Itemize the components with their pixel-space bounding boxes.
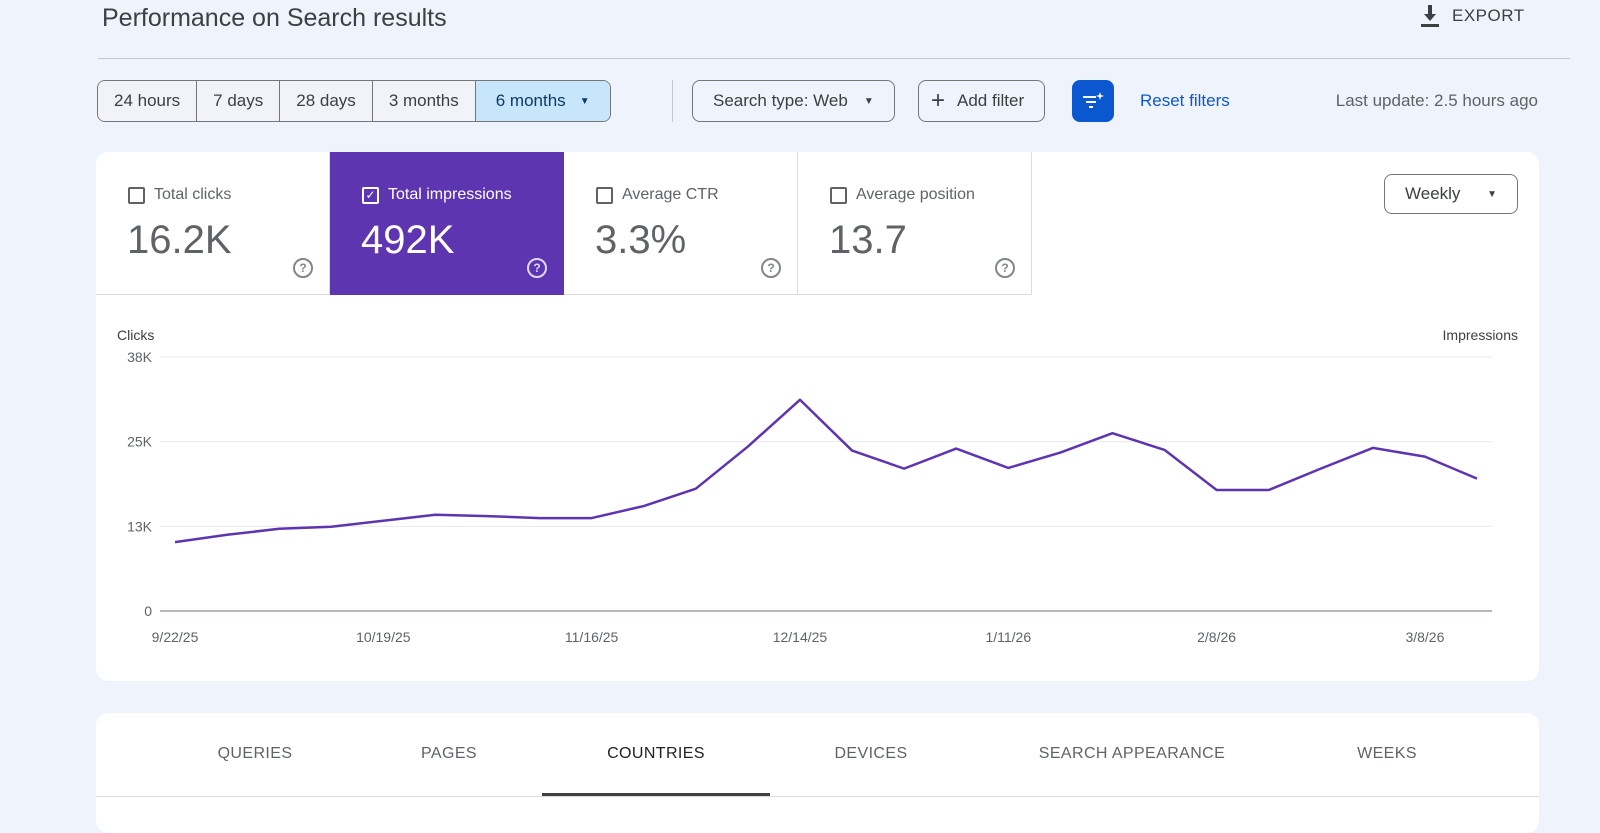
range-7-days[interactable]: 7 days (197, 81, 280, 121)
performance-chart: Clicks Impressions 0 13K 25K 38K 9/22/25 10/19/… (96, 312, 1539, 662)
search-type-dropdown[interactable]: Search type: Web ▼ (692, 80, 895, 122)
metric-average-ctr[interactable]: Average CTR 3.3% ? (564, 152, 798, 295)
tab-search-appearance[interactable]: SEARCH APPEARANCE (1039, 745, 1225, 763)
help-icon[interactable]: ? (527, 258, 547, 278)
x-tick-label: 1/11/26 (985, 629, 1031, 645)
checkbox-checked[interactable]: ✓ (362, 187, 379, 204)
metric-total-clicks[interactable]: Total clicks 16.2K ? (96, 152, 330, 295)
x-tick-label: 11/16/25 (565, 629, 619, 645)
checkbox[interactable] (128, 187, 145, 204)
reset-filters-link[interactable]: Reset filters (1140, 91, 1230, 111)
checkbox[interactable] (596, 187, 613, 204)
metric-label: Average CTR (622, 186, 719, 204)
help-icon[interactable]: ? (761, 258, 781, 278)
metric-value: 3.3% (595, 218, 686, 263)
smart-filter-button[interactable] (1072, 80, 1114, 122)
y-tick-label: 25K (127, 434, 153, 450)
range-28-days[interactable]: 28 days (280, 81, 373, 121)
export-label: EXPORT (1452, 6, 1525, 26)
plus-icon: + (931, 87, 945, 115)
tab-countries[interactable]: COUNTRIES (607, 745, 705, 763)
tab-pages[interactable]: PAGES (421, 745, 477, 763)
y-tick-label: 38K (127, 349, 153, 365)
page-title: Performance on Search results (102, 4, 447, 33)
y-tick-label: 13K (127, 518, 153, 534)
date-range-selector: 24 hours 7 days 28 days 3 months 6 month… (97, 80, 611, 122)
granularity-dropdown[interactable]: Weekly ▼ (1384, 174, 1518, 214)
caret-down-icon: ▼ (864, 96, 874, 107)
metric-label: Total clicks (154, 186, 231, 204)
checkbox[interactable] (830, 187, 847, 204)
y-tick-label: 0 (144, 603, 152, 619)
divider (96, 796, 1539, 797)
granularity-label: Weekly (1405, 184, 1460, 204)
x-tick-label: 2/8/26 (1197, 629, 1236, 645)
metric-value: 16.2K (127, 218, 232, 263)
export-button[interactable]: EXPORT (1420, 5, 1525, 27)
caret-down-icon: ▼ (1487, 189, 1497, 200)
x-tick-label: 9/22/25 (152, 629, 199, 645)
help-icon[interactable]: ? (293, 258, 313, 278)
tab-weeks[interactable]: WEEKS (1357, 745, 1417, 763)
tab-queries[interactable]: QUERIES (218, 745, 293, 763)
x-tick-label: 10/19/25 (356, 629, 411, 645)
range-3-months[interactable]: 3 months (373, 81, 476, 121)
metric-label: Average position (856, 186, 975, 204)
tab-devices[interactable]: DEVICES (834, 745, 907, 763)
add-filter-label: Add filter (957, 91, 1024, 111)
y-axis-label-left: Clicks (117, 327, 154, 343)
metric-value: 492K (361, 218, 454, 263)
range-6-months[interactable]: 6 months ▼ (476, 81, 610, 121)
x-tick-label: 12/14/25 (773, 629, 828, 645)
metric-total-impressions[interactable]: ✓ Total impressions 492K ? (330, 152, 564, 295)
divider (672, 80, 673, 122)
divider (98, 58, 1570, 59)
metric-value: 13.7 (829, 218, 907, 263)
last-update: Last update: 2.5 hours ago (1336, 91, 1538, 111)
add-filter-button[interactable]: + Add filter (918, 80, 1045, 122)
y-axis-label-right: Impressions (1443, 327, 1518, 343)
filter-sparkle-icon (1081, 91, 1105, 111)
metric-label: Total impressions (388, 186, 512, 204)
help-icon[interactable]: ? (995, 258, 1015, 278)
metric-average-position[interactable]: Average position 13.7 ? (798, 152, 1032, 295)
dimension-tabs: QUERIES PAGES COUNTRIES DEVICES SEARCH A… (96, 713, 1539, 833)
download-icon (1420, 5, 1440, 27)
x-tick-label: 3/8/26 (1405, 629, 1444, 645)
caret-down-icon: ▼ (580, 96, 590, 107)
performance-card: Total clicks 16.2K ? ✓ Total impressions … (96, 152, 1539, 681)
range-24-hours[interactable]: 24 hours (98, 81, 197, 121)
search-type-label: Search type: Web (713, 91, 848, 111)
impressions-line (175, 400, 1477, 542)
range-label: 6 months (496, 91, 566, 111)
